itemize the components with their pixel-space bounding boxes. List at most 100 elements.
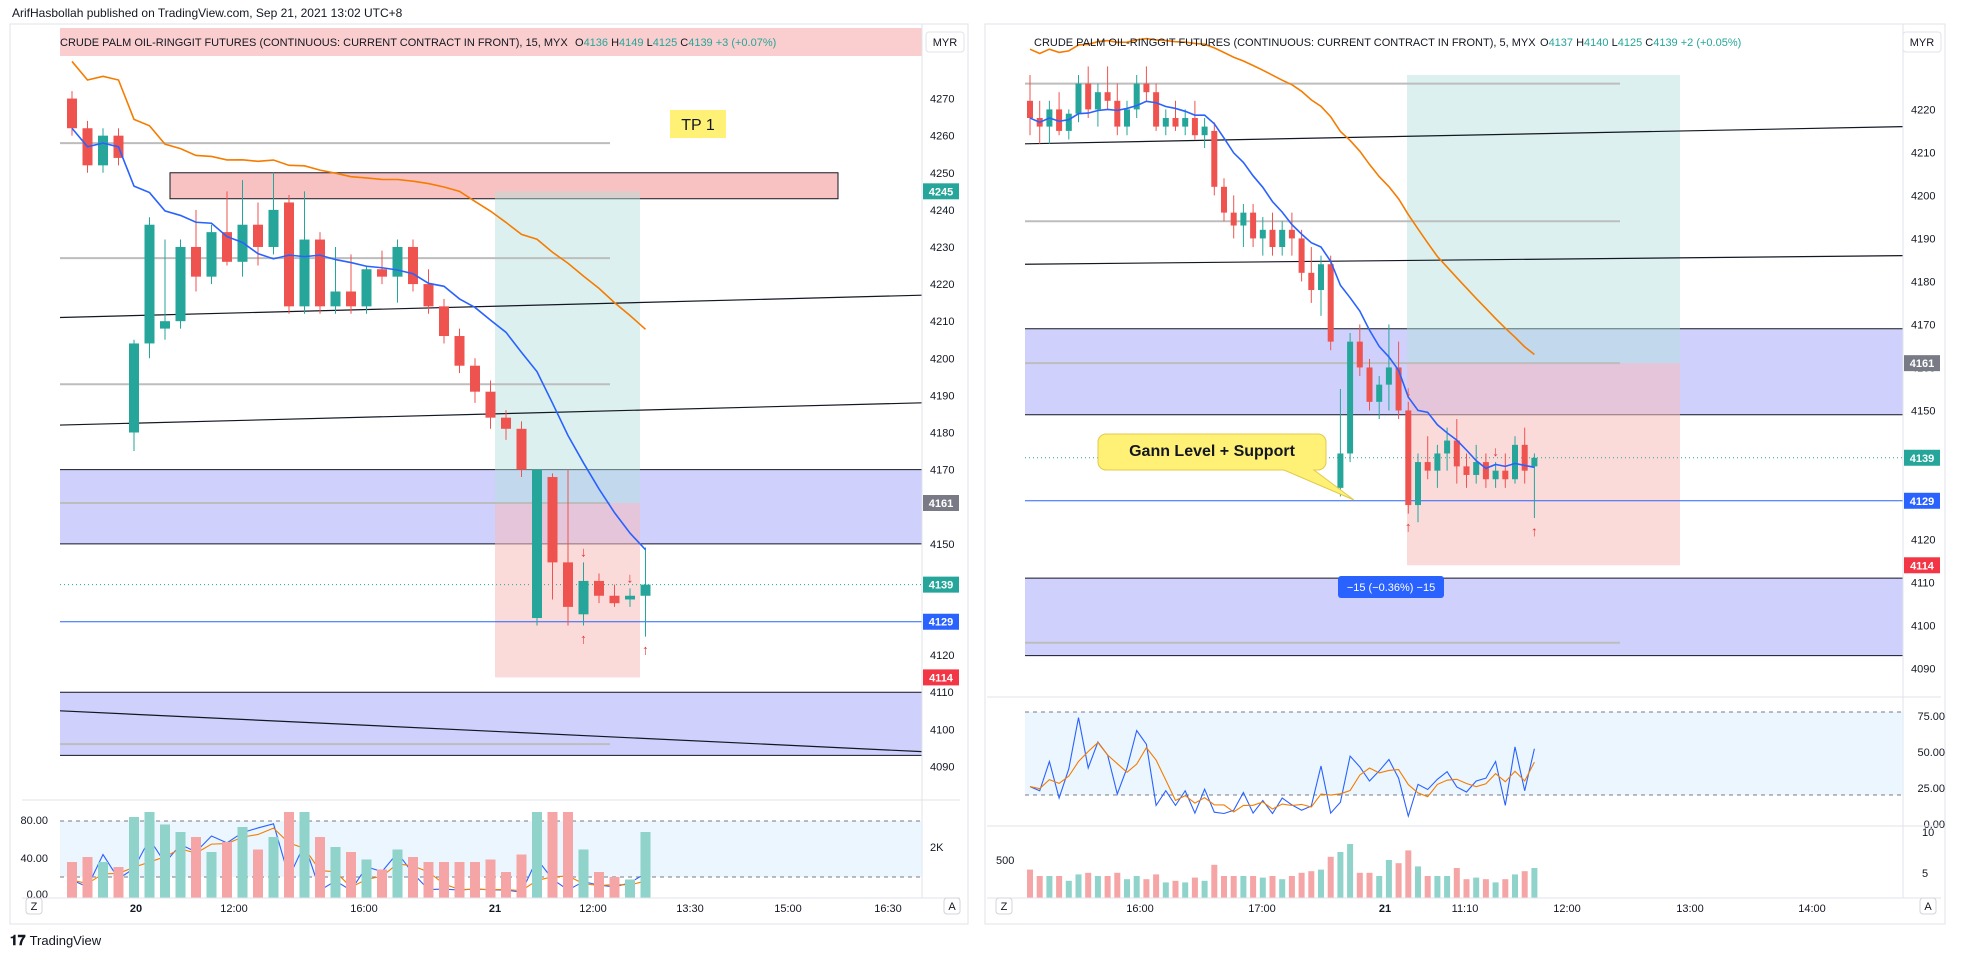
right-auto-button[interactable]: A (1919, 897, 1937, 915)
candle (640, 584, 651, 596)
stop-zone (1407, 363, 1680, 566)
svg-text:MYR: MYR (933, 37, 958, 49)
candle (1162, 118, 1169, 127)
volume-bar (1250, 876, 1257, 898)
x-tick-label: 16:00 (1126, 903, 1154, 915)
candle (454, 336, 465, 366)
volume-bar (594, 872, 604, 898)
oscillator-tick: 0.00 (1924, 819, 1945, 831)
candle (1221, 186, 1227, 213)
price-label-box (923, 183, 959, 200)
y-tick-label: 4100 (930, 724, 954, 736)
candle (1308, 272, 1315, 291)
volume-bar (1288, 876, 1295, 898)
oscillator-tick: 50.00 (1917, 747, 1945, 759)
volume-bar (1153, 874, 1160, 898)
right-ohlc-readout: O4137 H4140 L4125 C4139 +2 (+0.05%) (1540, 37, 1741, 49)
volume-bar (284, 812, 294, 898)
x-tick-label: 16:00 (350, 903, 378, 915)
volume-bar (160, 824, 170, 898)
candle (330, 291, 341, 307)
candle (253, 224, 263, 247)
right-chart[interactable]: 4220421042004190418041704160415041404130… (987, 24, 1945, 915)
up-arrow-icon: ↑ (1405, 519, 1412, 535)
x-tick-label: 20 (130, 903, 142, 915)
right-currency-button[interactable]: MYR (1902, 31, 1942, 53)
down-arrow-icon: ↓ (580, 543, 587, 559)
volume-bar (1027, 869, 1033, 898)
candle (1424, 462, 1431, 471)
x-tick-label: 11:10 (1452, 903, 1479, 915)
down-arrow-icon: ↓ (1492, 443, 1499, 459)
candle (1444, 440, 1451, 454)
candle (1395, 367, 1402, 411)
candle (1104, 92, 1111, 101)
candle (423, 284, 434, 307)
volume-bar (1201, 880, 1208, 898)
left-auto-button[interactable]: A (943, 897, 961, 915)
price-label: 4114 (929, 672, 954, 684)
volume-tick: 2K (930, 842, 944, 854)
x-tick-label: 12:00 (220, 903, 248, 915)
candle (408, 246, 418, 285)
candle (1347, 341, 1354, 454)
trend-line (1024, 255, 1904, 265)
stoch-k-line (1029, 717, 1535, 819)
candle (1085, 83, 1092, 110)
measure-label[interactable]: −15 (−0.36%) −15 (1338, 576, 1444, 598)
x-tick-label: 16:30 (874, 903, 902, 915)
volume-bar (377, 869, 387, 898)
svg-text:Gann Level + Support: Gann Level + Support (1129, 443, 1295, 460)
gann-level-callout[interactable]: Gann Level + Support (1097, 433, 1355, 501)
candle (1027, 100, 1033, 119)
candle (1463, 466, 1470, 475)
candle (1405, 410, 1412, 506)
price-label-box (1904, 557, 1940, 574)
volume-bar (144, 812, 155, 898)
volume-bar (578, 849, 589, 898)
volume-bar (1056, 876, 1063, 898)
candle (1250, 212, 1257, 239)
stoch-d-line (1029, 741, 1535, 813)
volume-bar (625, 879, 635, 898)
left-currency-button[interactable]: MYR (925, 31, 965, 53)
volume-bar (1172, 880, 1179, 898)
candle (1182, 118, 1189, 127)
candle (1318, 264, 1324, 291)
volume-bar (1162, 882, 1169, 898)
oscillator-band (1025, 712, 1903, 795)
candle (1191, 118, 1198, 136)
candle (1288, 229, 1295, 239)
left-chart[interactable]: 4270 4260 4250 4240 4230 4220 4210 4200 4190 4180… (20, 24, 960, 915)
candle (392, 246, 403, 277)
left-zoom-button[interactable]: Z (25, 897, 43, 915)
volume-bar (1395, 863, 1402, 898)
candle (470, 365, 480, 392)
volume-bar (640, 832, 651, 898)
y-tick-label: 4250 (930, 168, 954, 180)
right-zoom-button[interactable]: Z (995, 897, 1013, 915)
volume-bar (1124, 879, 1130, 898)
candle (439, 306, 449, 337)
ma-fast-line (71, 127, 647, 551)
tp1-label[interactable]: TP 1 (670, 110, 726, 138)
volume-bar (1356, 872, 1363, 898)
y-tick-label: 4230 (930, 242, 954, 254)
candle (377, 269, 387, 277)
y-tick-label: 4180 (1911, 276, 1935, 288)
oscillator-tick: 75.00 (1917, 711, 1945, 723)
y-tick-label: 4220 (930, 279, 954, 291)
volume-bar (1191, 877, 1198, 898)
ma-fast-line (1029, 100, 1535, 470)
y-tick-label: 4170 (930, 465, 954, 477)
tradingview-brand[interactable]: 𝟏𝟕 TradingView (10, 932, 101, 949)
x-tick-label: 21 (489, 903, 501, 915)
right-panel-frame (984, 23, 1946, 925)
volume-bar (1521, 871, 1528, 898)
price-label: 4161 (929, 498, 953, 510)
y-tick-label: 4110 (930, 687, 954, 699)
y-tick-label: 4110 (1911, 577, 1935, 589)
y-tick-label: 4150 (930, 539, 954, 551)
volume-bar (222, 842, 232, 898)
